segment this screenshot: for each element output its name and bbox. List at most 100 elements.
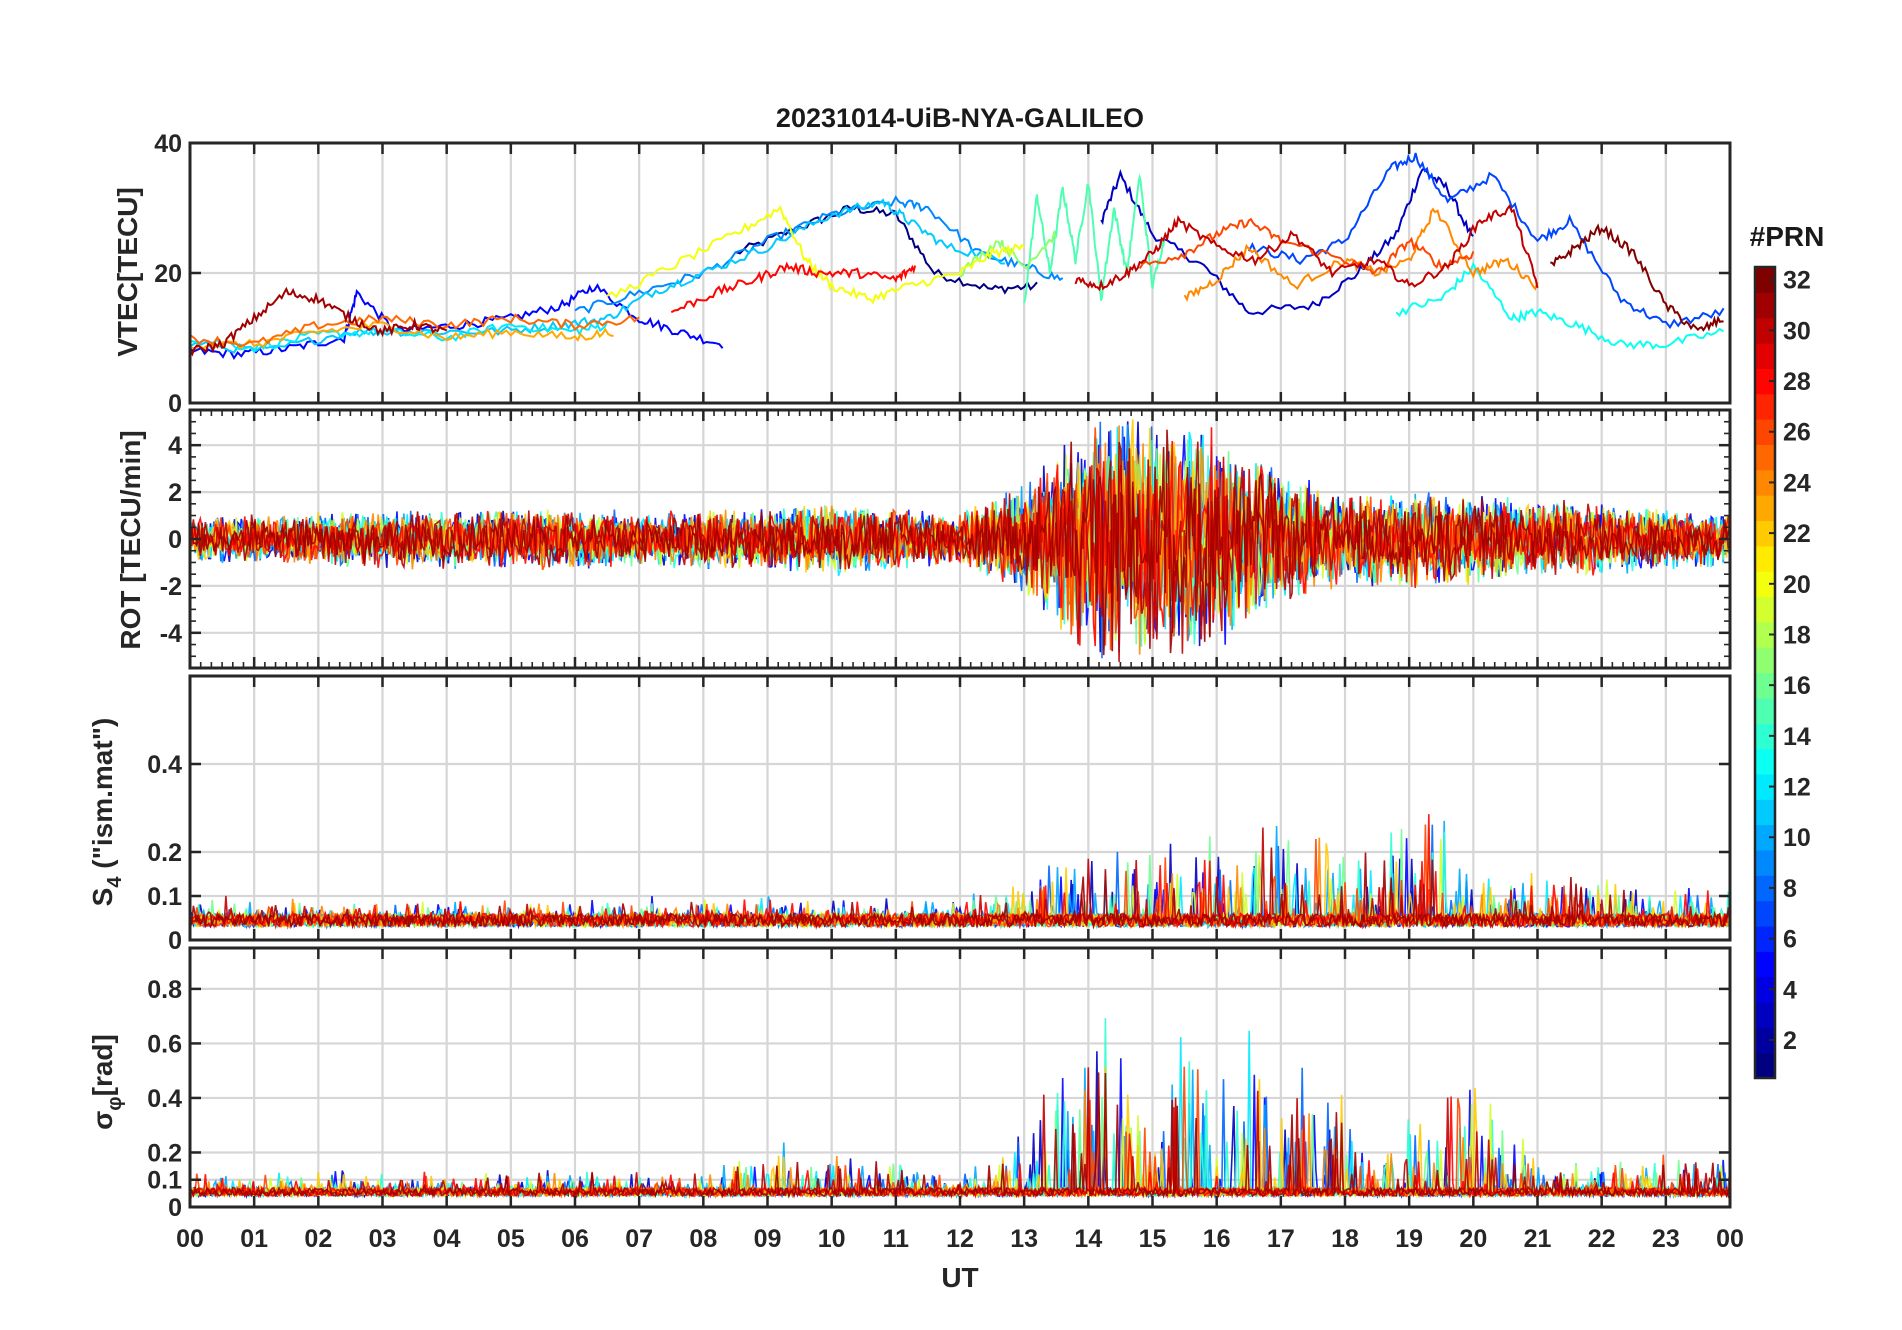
- colorbar-tick-label: 6: [1783, 926, 1797, 954]
- x-tick-label: 19: [1395, 1225, 1423, 1253]
- sigma-panel: 00.10.2 0.4 0.6 0.8 σφ[rad]: [87, 946, 1732, 1222]
- vtec-series-prn-28: [670, 261, 917, 314]
- s4-panel: 0 0.1 0.2 0.4 S4 ("ism.mat"): [87, 674, 1732, 955]
- x-tick-label: 08: [689, 1225, 717, 1253]
- x-tick-label: 11: [883, 1225, 910, 1253]
- colorbar-band: [1755, 520, 1775, 547]
- colorbar-band: [1755, 1052, 1775, 1079]
- sigma-series: [189, 1018, 1731, 1200]
- colorbar-band: [1755, 317, 1775, 344]
- colorbar-band: [1755, 723, 1775, 750]
- colorbar-bands: [1755, 267, 1775, 1079]
- colorbar-band: [1755, 469, 1775, 496]
- sigma-y-tick-label: 0.2: [147, 1139, 182, 1167]
- x-tick-label: 15: [1139, 1225, 1167, 1253]
- s4-ylabel-rest: ("ism.mat"): [87, 718, 118, 877]
- s4-y-tick-label: 0.4: [147, 751, 182, 779]
- colorbar-band: [1755, 545, 1775, 572]
- x-tick-label: 16: [1203, 1225, 1231, 1253]
- s4-series-prn-31: [189, 847, 1731, 930]
- colorbar-band: [1755, 596, 1775, 623]
- x-tick-label: 01: [240, 1225, 268, 1253]
- s4-ylabel-main: S: [87, 888, 118, 907]
- colorbar-band: [1755, 976, 1775, 1003]
- rot-series-prn-24: [189, 425, 1731, 655]
- colorbar-band: [1755, 419, 1775, 445]
- x-tick-label: 10: [818, 1225, 846, 1253]
- colorbar-title: #PRN: [1750, 221, 1825, 252]
- colorbar-tick-label: 32: [1783, 267, 1811, 295]
- rot-series-prn-30: [189, 441, 1731, 663]
- colorbar-band: [1755, 900, 1775, 927]
- vtec-series-prn-15: [1023, 173, 1166, 304]
- vtec-series-prn-7: [1247, 152, 1725, 330]
- x-tick-label: 18: [1331, 1225, 1359, 1253]
- colorbar-band: [1755, 824, 1775, 851]
- colorbar-tick-label: 16: [1783, 672, 1811, 700]
- colorbar-band: [1755, 343, 1775, 369]
- x-tick-label: 22: [1588, 1225, 1616, 1253]
- vtec-series-prn-32: [1550, 223, 1724, 332]
- rot-y-tick-label: -2: [160, 573, 182, 601]
- colorbar-tick-label: 8: [1783, 875, 1797, 903]
- sigma-y-tick-label: 0.8: [147, 976, 182, 1004]
- colorbar-band: [1755, 368, 1775, 395]
- colorbar-band: [1755, 1001, 1775, 1028]
- vtec-series-prn-20: [606, 205, 1025, 305]
- rot-panel: -4 -2 0 2 4 ROT [TECU/min]: [115, 408, 1732, 670]
- vtec-ticks: 0 20 40: [154, 130, 1732, 418]
- x-tick-label: 13: [1010, 1225, 1038, 1253]
- colorbar-band: [1755, 495, 1775, 522]
- vtec-y-tick-label: 20: [154, 260, 182, 288]
- vtec-series-prn-13: [1395, 261, 1725, 351]
- x-tick-labels: 00 01 02 03 04 05 06 07 08 09 10 11 12 13 14 15 16 17 18 19…: [176, 1225, 1744, 1253]
- x-tick-label: 20: [1459, 1225, 1487, 1253]
- chart-title: 20231014-UiB-NYA-GALILEO: [776, 103, 1144, 133]
- s4-series: [189, 814, 1731, 930]
- sigma-ylabel-sub: φ: [104, 1096, 126, 1110]
- sigma-series-prn-31: [189, 1072, 1731, 1199]
- colorbar-tick-label: 14: [1783, 723, 1811, 751]
- vtec-ylabel: VTEC[TECU]: [112, 187, 143, 357]
- rot-ylabel: ROT [TECU/min]: [115, 430, 146, 649]
- x-tick-label: 14: [1074, 1225, 1102, 1253]
- colorbar-band: [1755, 393, 1775, 420]
- vtec-series-prn-26: [1138, 217, 1475, 275]
- colorbar-band: [1755, 672, 1775, 699]
- rot-ticks: -4 -2 0 2 4: [160, 408, 1732, 670]
- vtec-series-prn-12: [189, 321, 608, 354]
- x-tick-label: 02: [304, 1225, 332, 1253]
- rot-series-prn-31: [189, 429, 1731, 656]
- colorbar-band: [1755, 748, 1775, 775]
- sigma-y-tick-label: 0.4: [147, 1085, 182, 1113]
- vtec-series-prn-11: [189, 198, 1005, 354]
- x-tick-label: 07: [625, 1225, 653, 1253]
- rot-y-tick-label: 4: [168, 432, 182, 460]
- vtec-series-prn-30: [1074, 204, 1539, 292]
- colorbar-tick-label: 30: [1783, 317, 1811, 345]
- colorbar-frame: [1753, 265, 1777, 1080]
- x-tick-label: 09: [754, 1225, 782, 1253]
- colorbar-band: [1755, 951, 1775, 978]
- colorbar-band: [1755, 571, 1775, 598]
- colorbar-band: [1755, 621, 1775, 648]
- colorbar-band: [1755, 697, 1775, 724]
- x-tick-label: 12: [946, 1225, 974, 1253]
- sigma-ticks: 00.10.2 0.4 0.6 0.8: [147, 946, 1732, 1222]
- colorbar-tick-label: 10: [1783, 824, 1811, 852]
- x-axis-label: UT: [941, 1262, 978, 1293]
- x-tick-label: 00: [1716, 1225, 1744, 1253]
- colorbar-tick-label: 12: [1783, 774, 1811, 802]
- s4-y-tick-label: 0: [168, 927, 182, 955]
- colorbar-band: [1755, 647, 1775, 674]
- vtec-panel: 0 20 40 VTEC[TECU]: [112, 130, 1732, 418]
- colorbar-tick-label: 18: [1783, 621, 1811, 649]
- colorbar-band: [1755, 292, 1775, 319]
- vtec-y-tick-label: 0: [168, 390, 182, 418]
- s4-y-tick-label: 0.1: [147, 883, 182, 911]
- x-tick-label: 03: [369, 1225, 397, 1253]
- colorbar-tick-label: 28: [1783, 368, 1811, 396]
- x-tick-label: 17: [1267, 1225, 1295, 1253]
- s4-ylabel-sub: 4: [104, 876, 126, 888]
- colorbar-band: [1755, 1027, 1775, 1054]
